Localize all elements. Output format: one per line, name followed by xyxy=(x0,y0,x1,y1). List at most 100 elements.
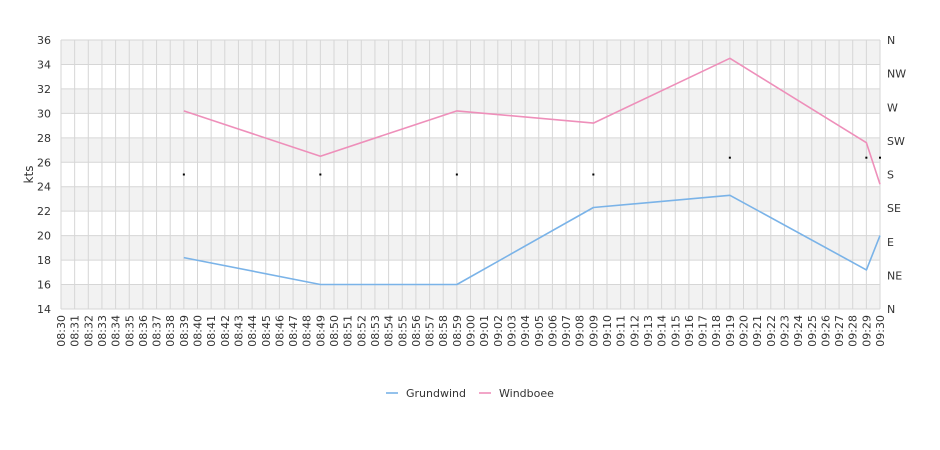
legend-label: Windboee xyxy=(499,387,554,400)
direction-tick-label: SE xyxy=(887,202,901,215)
direction-marker xyxy=(592,173,595,176)
x-tick-label: 09:07 xyxy=(560,315,573,347)
x-tick-label: 08:51 xyxy=(342,315,355,347)
direction-tick-label: N xyxy=(887,303,895,316)
direction-markers xyxy=(182,156,881,176)
x-tick-label: 09:02 xyxy=(492,315,505,347)
x-tick-label: 08:43 xyxy=(232,315,245,347)
x-tick-label: 08:48 xyxy=(301,315,314,347)
x-tick-label: 09:29 xyxy=(860,315,873,347)
x-tick-label: 08:49 xyxy=(314,315,327,347)
series-lines xyxy=(183,57,881,286)
direction-tick-label: SW xyxy=(887,135,905,148)
y-tick-label: 20 xyxy=(37,230,51,243)
x-tick-label: 08:36 xyxy=(137,315,150,347)
y-tick-label: 18 xyxy=(37,254,51,267)
x-tick-label: 08:45 xyxy=(260,315,273,347)
x-tick-label: 08:41 xyxy=(205,315,218,347)
legend-label: Grundwind xyxy=(406,387,466,400)
x-tick-label: 08:39 xyxy=(178,315,191,347)
x-tick-label: 08:34 xyxy=(110,315,123,347)
x-tick-label: 09:19 xyxy=(724,315,737,347)
x-tick-label: 09:15 xyxy=(669,315,682,347)
x-tick-label: 09:23 xyxy=(778,315,791,347)
direction-tick-label: W xyxy=(887,101,898,114)
x-tick-labels: 08:30 08:31 08:32 08:33 08:34 08:35 08:36 08:37… xyxy=(55,315,887,347)
x-tick-label: 08:47 xyxy=(287,315,300,347)
x-tick-label: 08:53 xyxy=(369,315,382,347)
y-tick-label: 28 xyxy=(37,132,51,145)
direction-marker xyxy=(319,173,322,176)
x-tick-label: 08:55 xyxy=(396,315,409,347)
x-tick-label: 09:17 xyxy=(697,315,710,347)
x-tick-label: 09:21 xyxy=(751,315,764,347)
x-tick-label: 09:22 xyxy=(765,315,778,347)
y-tick-label: 30 xyxy=(37,107,51,120)
y-tick-label: 32 xyxy=(37,83,51,96)
x-tick-label: 08:38 xyxy=(164,315,177,347)
x-tick-label: 08:59 xyxy=(451,315,464,347)
direction-marker xyxy=(728,156,731,159)
x-tick-label: 09:20 xyxy=(738,315,751,347)
y-tick-label: 26 xyxy=(37,156,51,169)
direction-tick-label: E xyxy=(887,236,894,249)
x-tick-label: 09:09 xyxy=(587,315,600,347)
x-tick-label: 09:27 xyxy=(833,315,846,347)
direction-marker xyxy=(455,173,458,176)
direction-marker xyxy=(879,156,881,159)
y-tick-label: 24 xyxy=(37,181,51,194)
x-tick-label: 09:08 xyxy=(574,315,587,347)
x-tick-label: 09:18 xyxy=(710,315,723,347)
x-tick-label: 09:13 xyxy=(642,315,655,347)
y-tick-label: 16 xyxy=(37,279,51,292)
y-tick-label: 14 xyxy=(37,303,51,316)
x-tick-label: 08:33 xyxy=(96,315,109,347)
x-tick-label: 08:54 xyxy=(383,315,396,347)
x-tick-label: 09:24 xyxy=(792,315,805,347)
x-tick-label: 09:06 xyxy=(546,315,559,347)
x-tick-label: 08:37 xyxy=(151,315,164,347)
x-tick-label: 08:30 xyxy=(55,315,68,347)
x-tick-label: 08:57 xyxy=(424,315,437,347)
y-tick-label: 36 xyxy=(37,34,51,47)
x-tick-label: 09:12 xyxy=(628,315,641,347)
x-tick-label: 09:26 xyxy=(819,315,832,347)
legend: Grundwind Windboee xyxy=(386,387,554,400)
x-tick-label: 08:56 xyxy=(410,315,423,347)
x-tick-label: 09:10 xyxy=(601,315,614,347)
series-line-grundwind xyxy=(183,194,881,286)
x-tick-label: 08:40 xyxy=(192,315,205,347)
x-tick-label: 09:05 xyxy=(533,315,546,347)
legend-item-windboee[interactable]: Windboee xyxy=(479,387,554,400)
x-tick-label: 08:44 xyxy=(246,315,259,347)
x-tick-label: 08:31 xyxy=(69,315,82,347)
x-tick-label: 09:14 xyxy=(656,315,669,347)
x-tick-label: 08:46 xyxy=(273,315,286,347)
direction-tick-label: NW xyxy=(887,68,906,81)
direction-marker xyxy=(182,173,185,176)
y-axis-label: kts xyxy=(22,166,36,184)
x-tick-label: 09:03 xyxy=(505,315,518,347)
direction-tick-label: S xyxy=(887,169,894,182)
x-tick-label: 09:30 xyxy=(874,315,887,347)
y-tick-label: 22 xyxy=(37,205,51,218)
x-tick-label: 09:11 xyxy=(615,315,628,347)
x-tick-label: 08:42 xyxy=(219,315,232,347)
legend-item-grundwind[interactable]: Grundwind xyxy=(386,387,466,400)
horizontal-gridlines xyxy=(61,39,880,310)
x-tick-label: 08:35 xyxy=(123,315,136,347)
y-tick-label: 34 xyxy=(37,58,51,71)
x-tick-label: 08:52 xyxy=(355,315,368,347)
x-tick-label: 09:16 xyxy=(683,315,696,347)
x-tick-label: 09:25 xyxy=(806,315,819,347)
x-tick-label: 09:00 xyxy=(465,315,478,347)
x-tick-label: 08:32 xyxy=(82,315,95,347)
direction-tick-labels: N NE E SE S SW W NW N xyxy=(887,34,906,316)
direction-tick-label: NE xyxy=(887,269,902,282)
vertical-gridlines xyxy=(60,40,881,309)
x-tick-label: 08:50 xyxy=(328,315,341,347)
series-line-windboee xyxy=(183,57,881,185)
direction-marker xyxy=(865,156,868,159)
direction-tick-label: N xyxy=(887,34,895,47)
